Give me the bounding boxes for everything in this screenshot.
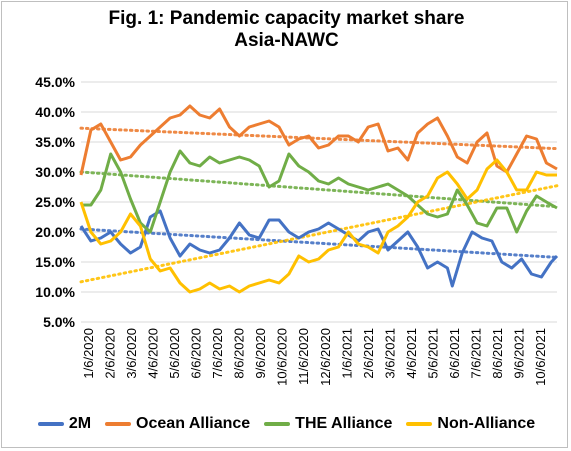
x-tick-label: 3/6/2021 [382, 328, 397, 379]
legend-swatch [264, 422, 291, 426]
legend-item: THE Alliance [264, 415, 392, 433]
x-tick-label: 7/6/2021 [468, 328, 483, 379]
legend-label: Non-Alliance [437, 415, 536, 432]
x-axis-ticks: 1/6/2020 2/6/2020 3/6/2020 4/6/2020 5/6/2020… [81, 328, 548, 386]
x-tick-label: 4/6/2021 [404, 328, 419, 379]
x-tick-label: 5/6/2020 [167, 328, 182, 379]
series-line [81, 149, 558, 234]
x-tick-label: 9/6/2021 [511, 328, 526, 379]
y-tick-label: 30.0% [35, 164, 75, 180]
x-tick-label: 11/6/2020 [296, 328, 311, 385]
trendlines [79, 126, 559, 284]
y-tick-label: 25.0% [35, 194, 75, 210]
x-tick-label: 5/6/2021 [425, 328, 440, 379]
x-tick-label: 8/6/2021 [490, 328, 505, 379]
x-tick-label: 12/6/2020 [318, 328, 333, 386]
x-tick-label: 7/6/2020 [210, 328, 225, 379]
series-line [79, 104, 558, 176]
y-tick-label: 45.0% [35, 74, 75, 90]
x-tick-label: 3/6/2020 [124, 328, 139, 379]
x-tick-label: 10/6/2021 [533, 328, 548, 386]
legend-item: 2M [37, 415, 92, 433]
x-tick-label: 1/6/2021 [339, 328, 354, 379]
line-chart: 45.0% 40.0% 35.0% 30.0% 25.0% 20.0% 15.0% 10.0%… [35, 74, 559, 386]
x-tick-label: 10/6/2020 [275, 328, 290, 386]
y-tick-label: 15.0% [35, 254, 75, 270]
y-tick-label: 20.0% [35, 224, 75, 240]
x-tick-label: 6/6/2021 [447, 328, 462, 379]
x-tick-label: 4/6/2020 [146, 328, 161, 379]
legend-label: 2M [68, 415, 92, 432]
legend: 2M Ocean Alliance THE Alliance Non-Alliance [2, 415, 571, 433]
x-tick-label: 9/6/2020 [253, 328, 268, 379]
x-tick-label: 6/6/2020 [189, 328, 204, 379]
trendline [79, 170, 559, 209]
series-lines [79, 104, 559, 294]
y-tick-label: 10.0% [35, 284, 75, 300]
y-tick-label: 35.0% [35, 134, 75, 150]
legend-item: Non-Alliance [406, 415, 535, 433]
legend-item: Ocean Alliance [105, 415, 250, 433]
trendline [79, 227, 559, 259]
trendline [79, 184, 559, 284]
x-tick-label: 8/6/2020 [232, 328, 247, 379]
chart-title-block: Fig. 1: Pandemic capacity market share A… [2, 8, 571, 52]
x-tick-label: 2/6/2020 [103, 328, 118, 379]
series-line [79, 158, 557, 294]
x-tick-label: 2/6/2021 [361, 328, 376, 379]
series-line [79, 209, 559, 288]
chart-subtitle: Asia-NAWC [234, 30, 339, 51]
chart-title: Fig. 1: Pandemic capacity market share [108, 8, 465, 29]
legend-swatch [406, 422, 433, 426]
legend-swatch [37, 422, 64, 426]
y-tick-label: 5.0% [43, 314, 75, 330]
y-tick-label: 40.0% [35, 104, 75, 120]
y-axis-ticks: 45.0% 40.0% 35.0% 30.0% 25.0% 20.0% 15.0% 10.0%… [35, 74, 75, 330]
trendline [79, 126, 559, 151]
legend-label: Ocean Alliance [136, 415, 251, 432]
legend-swatch [105, 422, 132, 426]
legend-label: THE Alliance [295, 415, 393, 432]
x-tick-label: 1/6/2020 [81, 328, 96, 379]
